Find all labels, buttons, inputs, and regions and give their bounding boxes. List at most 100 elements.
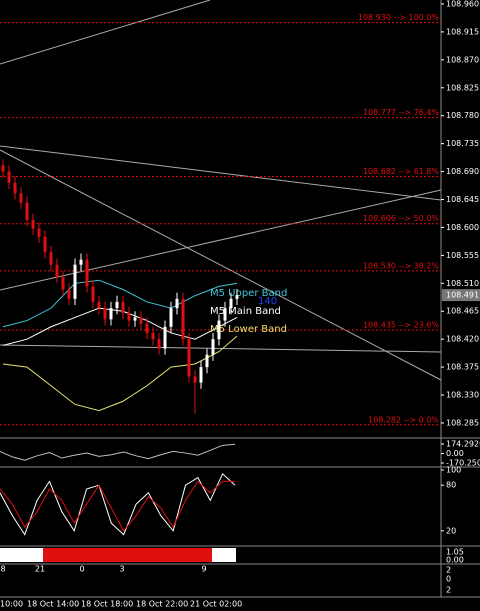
y-tick-label: 108.375 <box>446 363 479 372</box>
level-label: 108.435 --> 23.6% <box>363 320 439 329</box>
y-tick-label: 80 <box>446 481 456 490</box>
time-label: 18 Oct 22:00 <box>136 600 188 609</box>
candle-body <box>121 301 125 314</box>
y-tick-label: 108.510 <box>446 279 479 288</box>
candle-body <box>139 317 143 324</box>
candle-body <box>19 193 23 203</box>
trend-line <box>0 344 442 353</box>
signal-block <box>0 548 43 562</box>
last-price-box <box>442 289 480 302</box>
candle-body <box>43 236 47 253</box>
y-tick-label: 108.870 <box>446 55 479 64</box>
candle-body <box>217 320 221 340</box>
signal-block <box>212 548 236 562</box>
trend-line <box>0 145 442 201</box>
candle-body <box>115 301 119 309</box>
y-tick-label: 108.735 <box>446 139 479 148</box>
session-label: 21 <box>35 565 45 574</box>
candle-body <box>235 295 239 299</box>
y-tick-label: 20 <box>446 526 456 535</box>
candle-body <box>145 323 149 333</box>
candle-body <box>97 301 101 309</box>
y-tick-label: 108.600 <box>446 223 479 232</box>
last-price-label: 108.491 <box>446 291 479 300</box>
y-tick-label: 0.00 <box>446 449 464 458</box>
pane-label: 0.00 <box>446 556 464 565</box>
candle-body <box>127 313 131 321</box>
y-tick-label: -170.2504 <box>446 459 480 468</box>
y-tick-label: 108.465 <box>446 307 479 316</box>
annotation: 140 <box>258 296 277 307</box>
candle-body <box>73 264 77 299</box>
level-label: 108.682 --> 61.8% <box>363 167 439 176</box>
session-label: 0 <box>79 565 84 574</box>
y-tick-label: 108.330 <box>446 391 479 400</box>
candle-body <box>37 228 41 237</box>
band-line <box>2 279 238 328</box>
candle-body <box>193 376 197 383</box>
candle-body <box>1 165 5 172</box>
y-tick-label: 108.825 <box>446 83 479 92</box>
time-label: 18 Oct 18:00 <box>81 600 133 609</box>
band-label: M5 Upper Band <box>210 288 287 299</box>
candle-body <box>151 332 155 340</box>
candle-body <box>163 326 167 349</box>
y-tick-label: 174.2926 <box>446 440 480 449</box>
band-label: M5 Lower Band <box>210 324 287 335</box>
trend-line <box>0 0 211 65</box>
level-label: 108.930 --> 100.0% <box>358 13 440 22</box>
y-tick-label: 100 <box>446 466 461 475</box>
candle-body <box>91 286 95 302</box>
candle-body <box>25 202 29 220</box>
y-tick-label: 108.645 <box>446 195 479 204</box>
y-tick-label: 108.780 <box>446 111 479 120</box>
band-line <box>2 335 238 412</box>
pane-label: 1.05 <box>446 548 464 557</box>
level-label: 108.777 --> 76.4% <box>363 108 439 117</box>
pane-label: 2 <box>446 586 451 595</box>
indicator-line <box>0 472 236 536</box>
y-tick-label: 108.285 <box>446 418 479 427</box>
indicator-line <box>0 480 235 532</box>
candle-body <box>133 317 137 321</box>
time-label: 10:00 <box>0 600 23 609</box>
candle-body <box>85 259 89 287</box>
y-tick-label: 108.960 <box>446 0 479 8</box>
candle-body <box>31 219 35 229</box>
session-label: 8 <box>0 565 5 574</box>
y-tick-label: 108.915 <box>446 27 479 36</box>
trend-line <box>0 149 442 381</box>
time-label: 21 Oct 02:00 <box>190 600 242 609</box>
pane-label: 2 <box>446 566 451 575</box>
candle-body <box>13 182 17 194</box>
y-tick-label: 108.420 <box>446 335 479 344</box>
level-label: 108.530 --> 38.2% <box>363 261 439 270</box>
time-label: 18 Oct 14:00 <box>27 600 79 609</box>
candle-body <box>109 308 113 320</box>
session-label: 3 <box>119 565 124 574</box>
candle-body <box>175 298 179 309</box>
candle-body <box>223 308 227 321</box>
y-tick-label: 108.555 <box>446 251 479 260</box>
candle-body <box>181 298 185 340</box>
candle-body <box>55 264 59 278</box>
candle-body <box>103 308 107 320</box>
candle-body <box>61 277 65 290</box>
pane-label: 0 <box>446 575 451 584</box>
signal-block <box>43 548 212 562</box>
candle-body <box>67 289 71 299</box>
candle-body <box>187 339 191 377</box>
level-label: 108.606 --> 50.0% <box>363 214 439 223</box>
candle-body <box>7 171 11 183</box>
band-label: M5 Main Band <box>210 306 281 317</box>
candle-body <box>205 354 209 368</box>
candle-body <box>211 339 215 355</box>
candle-body <box>169 308 173 327</box>
candle-body <box>49 252 53 265</box>
candle-body <box>157 339 161 349</box>
candle-body <box>229 298 233 309</box>
y-tick-label: 108.690 <box>446 167 479 176</box>
session-label: 9 <box>201 565 206 574</box>
